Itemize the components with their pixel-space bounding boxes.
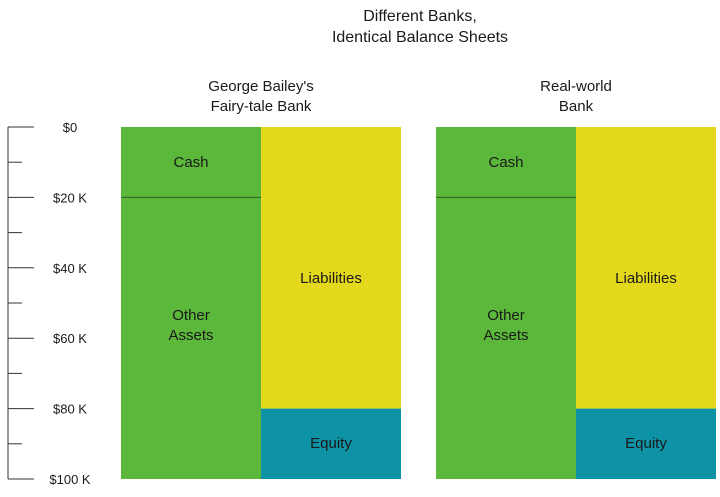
segment-label: Liabilities <box>300 270 362 287</box>
y-tick-label: $0 <box>63 120 77 135</box>
y-tick-label: $80 K <box>53 402 87 417</box>
y-tick-label: $20 K <box>53 190 87 205</box>
assets-segment-other-assets <box>436 197 576 479</box>
assets-segment-other-assets <box>121 197 261 479</box>
bank-title: Real-world <box>540 78 612 95</box>
segment-label: Other <box>487 307 525 324</box>
segment-label: Equity <box>625 435 667 452</box>
segment-label: Cash <box>488 154 523 171</box>
y-tick-label: $40 K <box>53 261 87 276</box>
segment-label: Assets <box>168 327 213 344</box>
bank-title: Bank <box>559 98 594 115</box>
claims-segment-equity <box>576 408 716 479</box>
segment-label: Equity <box>310 435 352 452</box>
segment-label: Liabilities <box>615 270 677 287</box>
chart-title: Identical Balance Sheets <box>332 29 508 46</box>
y-tick-label: $60 K <box>53 331 87 346</box>
claims-segment-liabilities <box>261 127 401 409</box>
bank-title: George Bailey's <box>208 78 313 95</box>
claims-segment-liabilities <box>576 127 716 409</box>
claims-segment-equity <box>261 408 401 479</box>
chart-title: Different Banks, <box>363 8 477 25</box>
bank-title: Fairy-tale Bank <box>211 98 312 115</box>
assets-segment-cash <box>436 127 576 198</box>
segment-label: Other <box>172 307 210 324</box>
assets-segment-cash <box>121 127 261 198</box>
segment-label: Assets <box>483 327 528 344</box>
y-tick-label: $100 K <box>49 472 91 487</box>
segment-label: Cash <box>173 154 208 171</box>
